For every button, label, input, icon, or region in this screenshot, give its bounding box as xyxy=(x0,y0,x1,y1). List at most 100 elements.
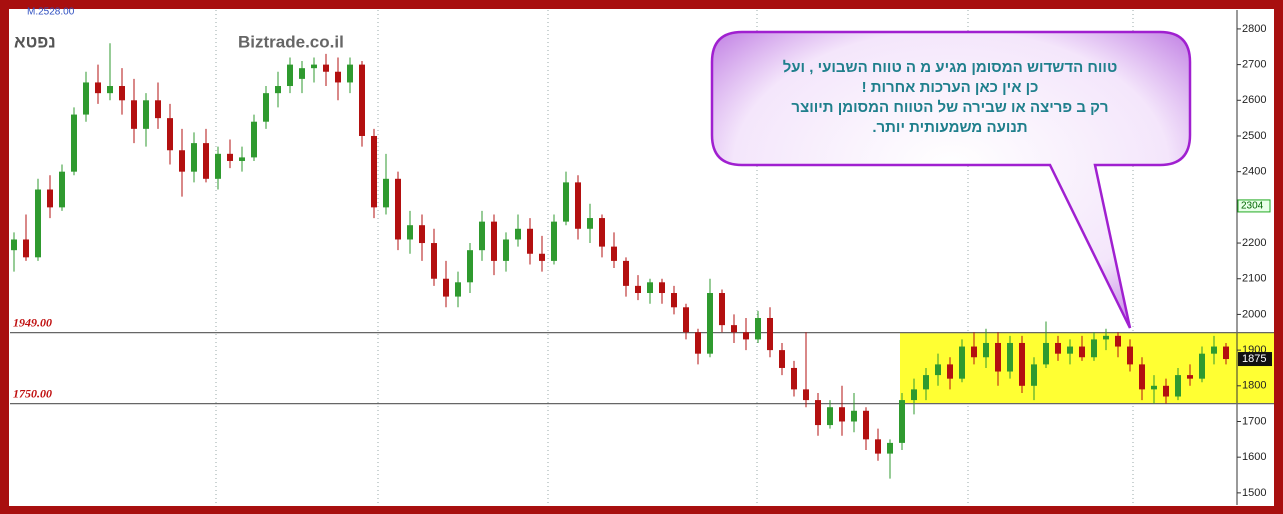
y-tick-label: 1800 xyxy=(1242,380,1266,392)
candle-body xyxy=(995,342,1001,372)
candle-body xyxy=(251,121,257,158)
callout-bubble xyxy=(710,30,1192,329)
y-tick-label: 2700 xyxy=(1242,59,1266,71)
candle-body xyxy=(599,218,605,247)
last-price-box xyxy=(1238,352,1272,367)
candle-body xyxy=(275,86,281,94)
y-tick-label: 1700 xyxy=(1242,415,1266,427)
reference-price-box xyxy=(1237,199,1271,213)
candle-body xyxy=(719,293,725,326)
symbol: נפטא xyxy=(14,32,56,51)
header-label: M.2528.00 xyxy=(27,7,75,18)
candle-body xyxy=(1079,346,1085,358)
candle-body xyxy=(875,439,881,454)
candle-body xyxy=(479,221,485,251)
candle-body xyxy=(815,400,821,426)
candle-body xyxy=(1055,342,1061,354)
candle-body xyxy=(71,114,77,172)
candle-body xyxy=(1043,342,1049,365)
candle-body xyxy=(1103,335,1109,340)
y-tick-label: 1500 xyxy=(1242,487,1266,499)
candle-body xyxy=(659,282,665,294)
y-tick-label: 2500 xyxy=(1242,130,1266,142)
candle-body xyxy=(527,228,533,254)
candle-body xyxy=(539,253,545,261)
candle-body xyxy=(155,100,161,119)
candle-body xyxy=(35,189,41,258)
candle-body xyxy=(767,317,773,351)
callout-line: טווח הדשדוש המסומן מגיע מ ה טווח השבועי … xyxy=(783,59,1118,76)
candle-body xyxy=(947,364,953,379)
candle-body xyxy=(791,367,797,390)
y-tick-label: 2600 xyxy=(1242,94,1266,106)
candle-body xyxy=(563,182,569,222)
candle-body xyxy=(1211,346,1217,354)
candle-body xyxy=(779,350,785,368)
candle-body xyxy=(1175,375,1181,397)
candle-body xyxy=(47,189,53,208)
candle-body xyxy=(407,225,413,240)
y-tick-label: 1600 xyxy=(1242,451,1266,463)
candle-body xyxy=(803,389,809,401)
candle-body xyxy=(1187,375,1193,379)
level-label: 1750.00 xyxy=(13,386,52,400)
candle-body xyxy=(431,243,437,279)
callout-line: רק ב פריצה או שבירה של הטווח המסומן תיוו… xyxy=(791,99,1108,116)
candle-body xyxy=(227,153,233,161)
candle-body xyxy=(1031,364,1037,386)
candle-body xyxy=(107,86,113,94)
watermark: Biztrade.co.il xyxy=(238,32,344,51)
candle-body xyxy=(707,293,713,354)
candle-body xyxy=(239,157,245,161)
time-grid xyxy=(215,10,1134,505)
candle-body xyxy=(515,228,521,240)
callout-text: טווח הדשדוש המסומן מגיע מ ה טווח השבועי … xyxy=(783,59,1118,136)
y-tick-label: 2400 xyxy=(1242,166,1266,178)
candle-body xyxy=(1091,339,1097,358)
candle-body xyxy=(575,182,581,229)
y-tick-label: 2800 xyxy=(1242,23,1266,35)
candle-body xyxy=(215,153,221,179)
callout-line: כן אין כאן הערכות אחרות ! xyxy=(862,79,1039,96)
candle-body xyxy=(1019,342,1025,386)
candle-body xyxy=(311,64,317,69)
candle-body xyxy=(455,282,461,297)
candle-body xyxy=(731,325,737,333)
candle-body xyxy=(671,293,677,308)
candle-body xyxy=(647,282,653,294)
candle-body xyxy=(1199,353,1205,379)
candle-body xyxy=(383,178,389,208)
candle-body xyxy=(1115,335,1121,347)
candle-body xyxy=(1067,346,1073,354)
candle-body xyxy=(263,93,269,122)
candle-body xyxy=(131,100,137,129)
candle-body xyxy=(95,82,101,94)
candle-body xyxy=(587,218,593,229)
candle-body xyxy=(287,64,293,87)
candle-body xyxy=(971,346,977,358)
candle-body xyxy=(167,118,173,151)
axis-area xyxy=(1237,9,1274,506)
candle-body xyxy=(443,278,449,297)
candle-body xyxy=(551,221,557,261)
candle-body xyxy=(59,171,65,208)
candle-body xyxy=(119,86,125,101)
candle-body xyxy=(395,178,401,240)
candle-body xyxy=(191,143,197,172)
candle-body xyxy=(323,64,329,72)
candle-body xyxy=(299,68,305,79)
candle-body xyxy=(887,442,893,454)
candle-body xyxy=(695,332,701,354)
candle-body xyxy=(503,239,509,261)
level-label: 1949.00 xyxy=(13,315,52,329)
candle-body xyxy=(635,285,641,294)
candle-body xyxy=(983,342,989,358)
candle-body xyxy=(911,389,917,401)
candle-body xyxy=(755,317,761,340)
candle-body xyxy=(419,225,425,244)
candle-body xyxy=(1151,385,1157,390)
candle-body xyxy=(623,260,629,286)
candle-body xyxy=(743,332,749,340)
